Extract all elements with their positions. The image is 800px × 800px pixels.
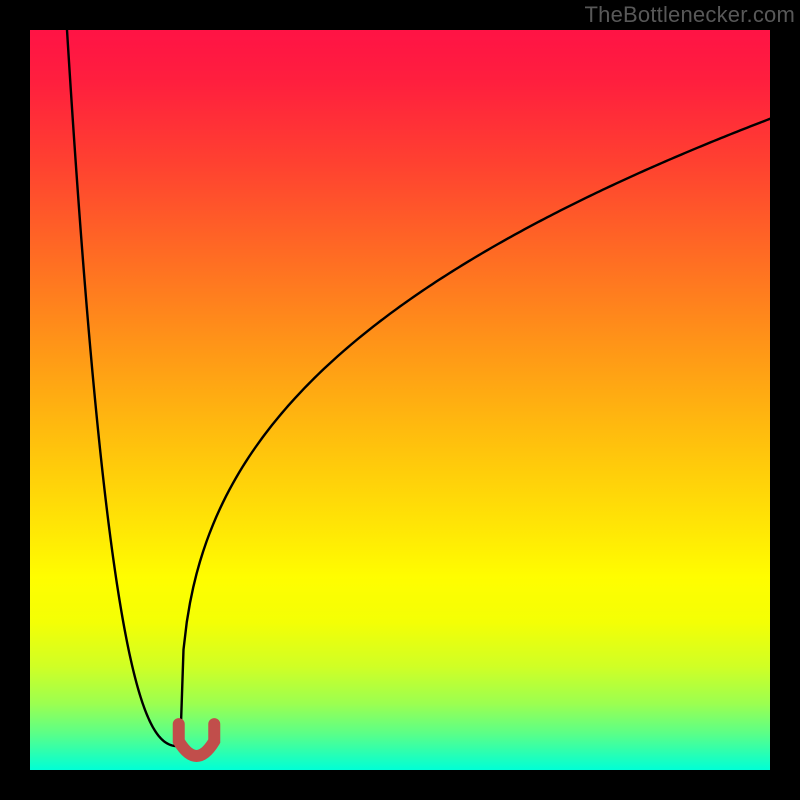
chart-root: TheBottlenecker.com: [0, 0, 800, 800]
watermark-text: TheBottlenecker.com: [585, 2, 795, 28]
plot-area: [30, 30, 770, 770]
gradient-background: [30, 30, 770, 770]
plot-svg: [30, 30, 770, 770]
